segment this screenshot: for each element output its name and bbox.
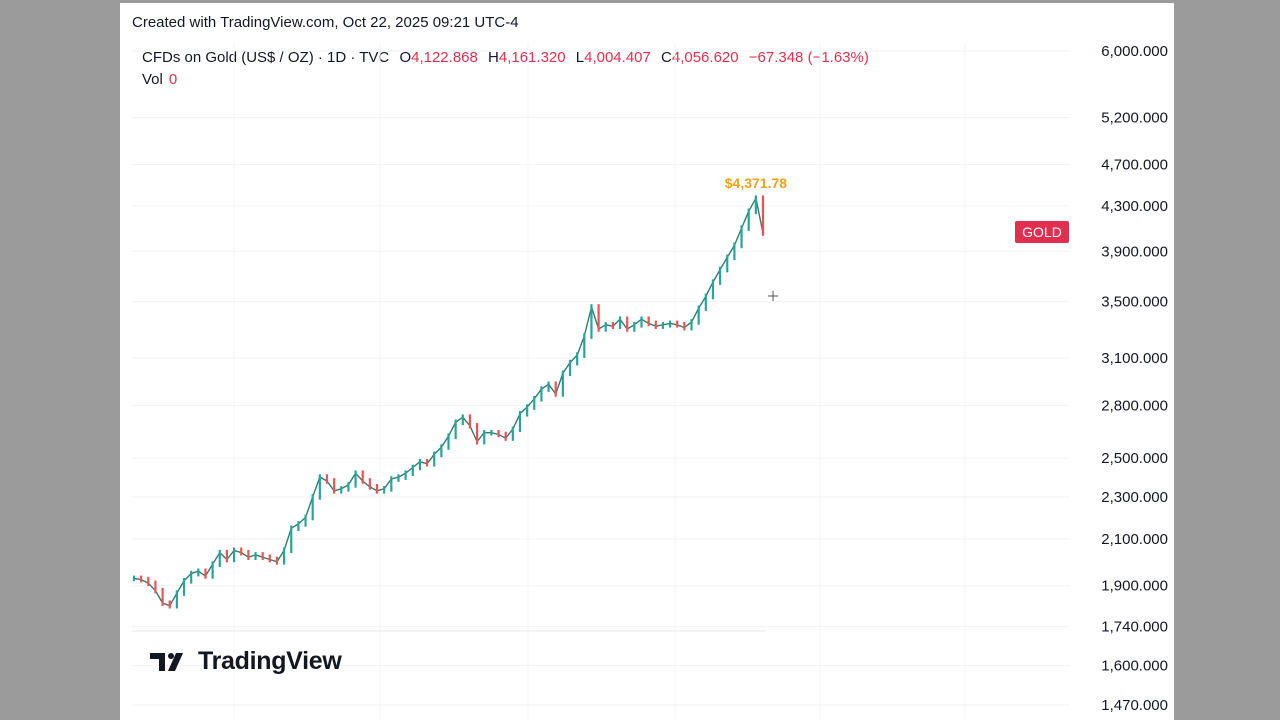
y-tick-label: 3,100.000	[1101, 350, 1168, 367]
peak-price-label: $4,371.78	[725, 175, 787, 191]
price-series	[132, 195, 765, 609]
y-tick-label: 1,740.000	[1101, 619, 1168, 636]
y-tick-label: 1,470.000	[1101, 697, 1168, 714]
crosshair-icon	[768, 291, 778, 301]
y-tick-label: 1,600.000	[1101, 658, 1168, 675]
tradingview-watermark[interactable]: TradingView	[150, 647, 342, 676]
y-tick-label: 3,500.000	[1101, 294, 1168, 311]
gold-badge-label: GOLD	[1022, 224, 1062, 240]
low-value: 4,004.407	[584, 49, 651, 66]
price-axis: 6,000.000 5,200.000 4,700.000 4,300.000 3,90…	[1101, 43, 1168, 714]
y-tick-label: 2,100.000	[1101, 531, 1168, 548]
created-with-caption: Created with TradingView.com, Oct 22, 20…	[132, 14, 519, 31]
price-line	[133, 197, 764, 607]
change-value: −67.348 (−1.63%)	[748, 49, 869, 66]
close-label: C	[661, 49, 672, 66]
y-tick-label: 2,300.000	[1101, 489, 1168, 506]
y-tick-label: 5,200.000	[1101, 110, 1168, 127]
chart-panel: Created with TradingView.com, Oct 22, 20…	[120, 3, 1174, 720]
tradingview-logo-icon	[150, 652, 183, 671]
y-tick-label: 6,000.000	[1101, 43, 1168, 60]
gold-badge-bg	[1015, 221, 1069, 243]
open-value: 4,122.868	[411, 49, 478, 66]
gold-badge[interactable]: GOLD	[1015, 221, 1069, 243]
high-label: H	[488, 49, 499, 66]
symbol-legend: CFDs on Gold (US$ / OZ) · 1D · TVC O4,12…	[142, 49, 869, 66]
high-value: 4,161.320	[498, 49, 566, 66]
volume-legend: Vol 0	[142, 71, 177, 88]
low-label: L	[575, 49, 585, 66]
open-label: O	[399, 49, 412, 66]
y-tick-label: 2,500.000	[1101, 450, 1168, 467]
vol-label: Vol	[142, 71, 163, 88]
symbol-name[interactable]: CFDs on Gold (US$ / OZ) · 1D · TVC	[142, 49, 390, 66]
y-tick-label: 4,700.000	[1101, 157, 1168, 174]
y-tick-label: 4,300.000	[1101, 198, 1168, 215]
price-chart[interactable]: 6,000.000 5,200.000 4,700.000 4,300.000 3,90…	[120, 3, 1174, 720]
close-value: 4,056.620	[671, 49, 739, 66]
y-tick-label: 2,800.000	[1101, 397, 1168, 414]
grid-lines	[132, 43, 1070, 720]
y-tick-label: 1,900.000	[1101, 578, 1168, 595]
y-tick-label: 3,900.000	[1101, 243, 1168, 260]
watermark-text: TradingView	[198, 647, 342, 675]
vol-value: 0	[168, 71, 178, 88]
